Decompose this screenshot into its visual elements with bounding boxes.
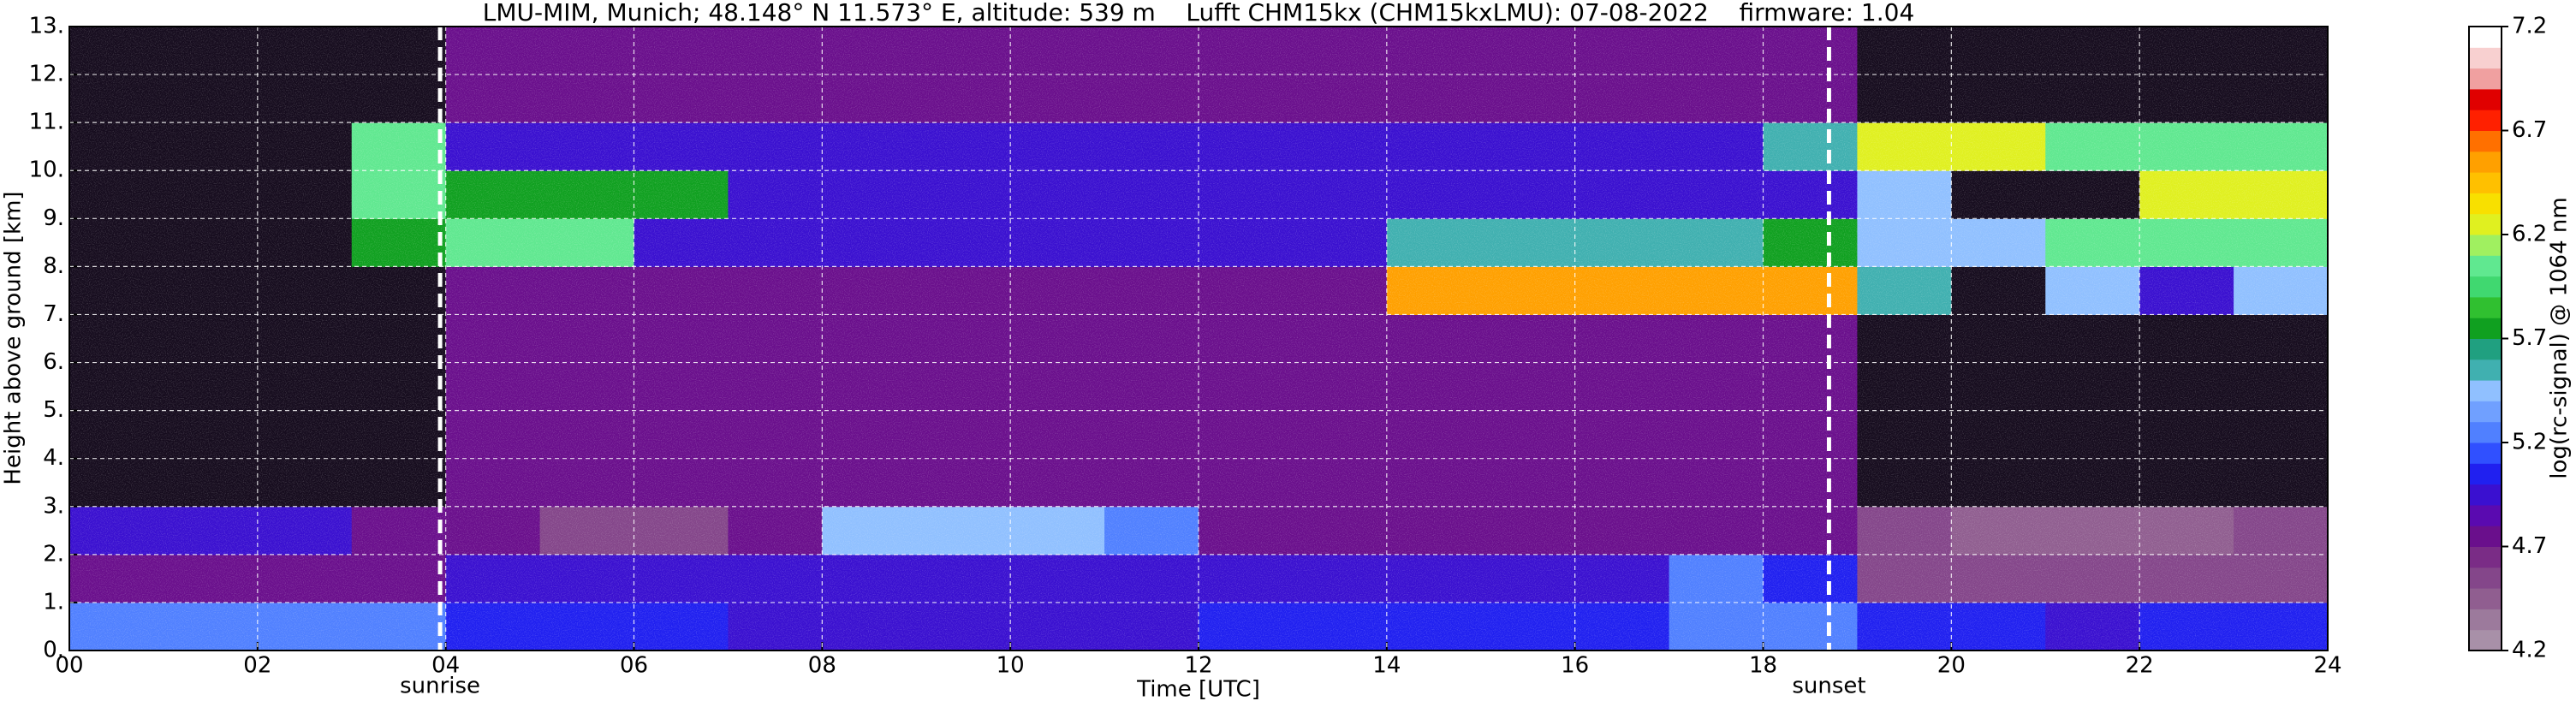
colorbar-segment bbox=[2469, 504, 2502, 526]
y-tick-label: 10. bbox=[29, 157, 64, 183]
x-tick-label: 14 bbox=[1372, 653, 1401, 679]
x-tick-label: 04 bbox=[431, 653, 460, 679]
colorbar-segment bbox=[2469, 484, 2502, 506]
y-tick-label: 0. bbox=[43, 638, 64, 663]
colorbar-segment bbox=[2469, 172, 2502, 193]
y-axis-label: Height above ground [km] bbox=[1, 191, 27, 484]
annotation-label: sunset bbox=[1792, 674, 1865, 699]
y-tick-label: 7. bbox=[43, 301, 64, 327]
y-tick-label: 6. bbox=[43, 349, 64, 375]
colorbar-tick-label: 6.7 bbox=[2512, 117, 2547, 143]
colorbar-segment bbox=[2469, 401, 2502, 423]
y-tick-label: 9. bbox=[43, 205, 64, 231]
y-tick-label: 2. bbox=[43, 541, 64, 567]
colorbar-segment bbox=[2469, 463, 2502, 485]
x-tick-label: 06 bbox=[620, 653, 648, 679]
colorbar-segment bbox=[2469, 443, 2502, 464]
colorbar-segment bbox=[2469, 27, 2502, 48]
colorbar-tick-label: 6.2 bbox=[2512, 222, 2547, 247]
colorbar-tick-label: 7.2 bbox=[2512, 14, 2547, 39]
x-tick-label: 00 bbox=[55, 653, 83, 679]
colorbar-segment bbox=[2469, 276, 2502, 298]
y-tick-label: 4. bbox=[43, 445, 64, 471]
x-tick-label: 18 bbox=[1749, 653, 1777, 679]
y-tick-label: 11. bbox=[29, 110, 64, 135]
colorbar-segment bbox=[2469, 338, 2502, 360]
x-tick-label: 02 bbox=[243, 653, 271, 679]
y-tick-label: 3. bbox=[43, 493, 64, 519]
y-tick-label: 5. bbox=[43, 397, 64, 423]
x-tick-label: 10 bbox=[996, 653, 1025, 679]
colorbar-tick-label: 4.7 bbox=[2512, 533, 2547, 559]
colorbar-segment bbox=[2469, 88, 2502, 110]
annotation-label: sunrise bbox=[400, 674, 480, 699]
colorbar-segment bbox=[2469, 110, 2502, 131]
colorbar-tick-label: 5.7 bbox=[2512, 325, 2547, 351]
colorbar-segment bbox=[2469, 546, 2502, 568]
colorbar-segment bbox=[2469, 151, 2502, 173]
colorbar-segment bbox=[2469, 318, 2502, 339]
x-tick-label: 08 bbox=[808, 653, 836, 679]
colorbar-label: log(rc-signal) @ 1064 nm bbox=[2547, 197, 2573, 478]
colorbar-segment bbox=[2469, 421, 2502, 443]
colorbar-tick-label: 4.2 bbox=[2512, 638, 2547, 663]
x-tick-label: 22 bbox=[2126, 653, 2154, 679]
y-tick-label: 12. bbox=[29, 62, 64, 87]
colorbar-tick-label: 5.2 bbox=[2512, 430, 2547, 455]
colorbar-segment bbox=[2469, 235, 2502, 256]
plot-frame bbox=[68, 26, 2329, 651]
x-tick-label: 12 bbox=[1184, 653, 1212, 679]
colorbar-segment bbox=[2469, 193, 2502, 215]
colorbar-segment bbox=[2469, 588, 2502, 609]
colorbar-segment bbox=[2469, 609, 2502, 631]
colorbar-segment bbox=[2469, 526, 2502, 547]
x-tick-label: 24 bbox=[2313, 653, 2341, 679]
y-tick-label: 1. bbox=[43, 589, 64, 615]
colorbar-segment bbox=[2469, 130, 2502, 152]
chart-title: LMU-MIM, Munich; 48.148° N 11.573° E, al… bbox=[483, 0, 1915, 27]
colorbar-segment bbox=[2469, 380, 2502, 401]
colorbar-segment bbox=[2469, 68, 2502, 90]
overlay bbox=[68, 26, 2329, 651]
colorbar-segment bbox=[2469, 255, 2502, 277]
x-tick-label: 16 bbox=[1561, 653, 1589, 679]
y-tick-label: 13. bbox=[29, 14, 64, 39]
colorbar-segment bbox=[2469, 359, 2502, 381]
colorbar-segment bbox=[2469, 47, 2502, 69]
x-axis-label: Time [UTC] bbox=[1136, 677, 1260, 703]
x-tick-label: 20 bbox=[1937, 653, 1966, 679]
y-tick-label: 8. bbox=[43, 253, 64, 279]
colorbar-segment bbox=[2469, 213, 2502, 235]
colorbar-segment bbox=[2469, 629, 2502, 651]
colorbar-segment bbox=[2469, 567, 2502, 589]
colorbar-segment bbox=[2469, 296, 2502, 318]
